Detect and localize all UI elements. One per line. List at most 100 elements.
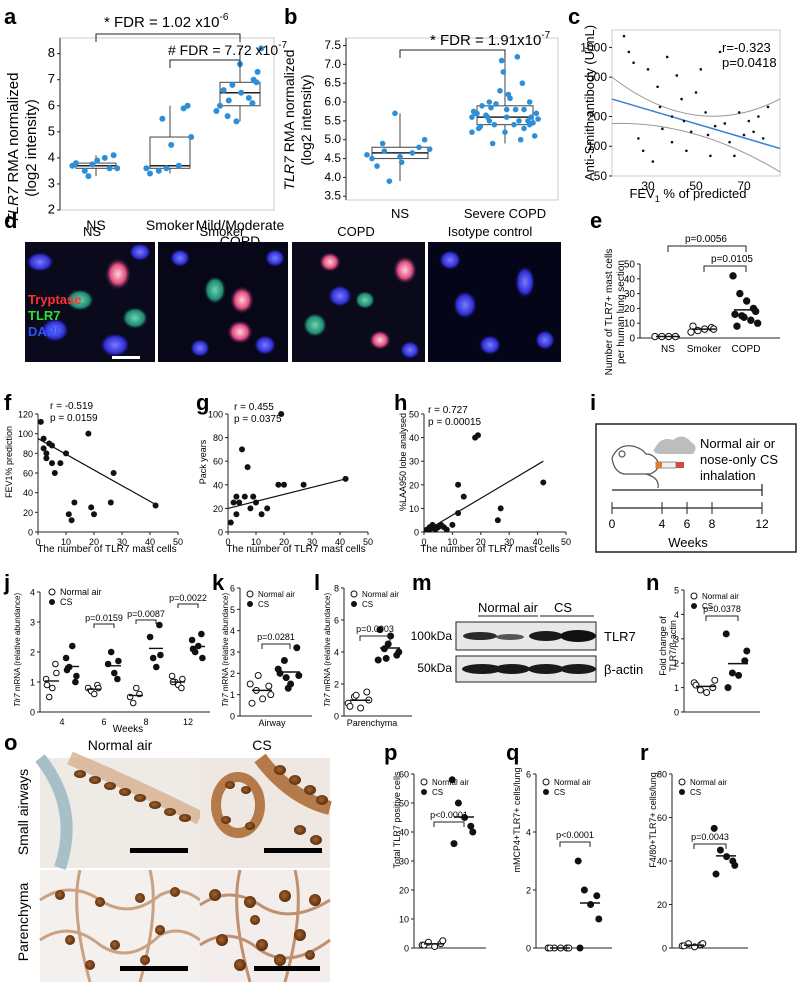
panel-j-point	[69, 642, 76, 650]
panel-b-point	[364, 151, 370, 158]
panel-e-y-tick-label: 30	[624, 289, 636, 300]
panel-e-cat-label: COPD	[732, 344, 761, 355]
panel-k-y-tick-label: 1	[230, 690, 235, 700]
panel-g-point	[236, 499, 243, 506]
panel-i-ticks: 0 4 6 8 12	[609, 502, 769, 531]
panel-l-xlabel: Parenchyma	[347, 718, 398, 728]
panel-f-y-tick-label: 80	[23, 449, 33, 459]
panel-b-y-tick-label: 4.5	[324, 151, 341, 165]
panel-f-point	[68, 517, 75, 524]
panel-c-xlabel: FEV1 % of predicted	[629, 186, 746, 204]
panel-g-y-tick-label: 40	[213, 480, 223, 490]
panel-b-point	[502, 129, 508, 135]
panel-g-point	[281, 481, 287, 488]
panel-q: q mMCP4+TLR7+ cells/lung 0 2 4 6 Normal airC…	[506, 740, 612, 954]
panel-n-legend-normal: Normal air	[702, 592, 739, 601]
panel-a-point	[155, 167, 162, 174]
panel-q-y-tick-label: 2	[526, 886, 531, 896]
if-legend-tryptase: Tryptase	[28, 292, 81, 307]
panel-k-legend-cs: CS	[258, 600, 269, 609]
panel-a-point	[249, 100, 256, 107]
panel-c-y-tick-label: 100	[587, 139, 607, 153]
panel-f-point	[63, 450, 69, 457]
panel-b-point	[386, 178, 393, 184]
panel-b-point	[398, 159, 405, 166]
panel-a-bracket-2	[169, 59, 241, 68]
if-image-copd	[292, 242, 425, 362]
panel-a-point	[188, 134, 195, 141]
panel-b-ylabel-2: (log2 intensity)	[298, 74, 314, 165]
panel-g-point	[342, 475, 349, 482]
panel-i-tick-label: 12	[755, 517, 769, 531]
panel-b-point	[517, 136, 524, 143]
panel-p-y-tick-label: 30	[399, 857, 409, 867]
panel-g: g Pack years 0 20 40 60 80 100 0 10 20 30 40 50 r =…	[196, 390, 373, 555]
panel-h-point	[494, 517, 501, 524]
panel-q-legend-cs-marker	[543, 789, 549, 795]
panel-j-point	[53, 669, 60, 677]
panel-r-legend-normal-marker	[678, 778, 686, 786]
panel-h-point	[455, 510, 462, 517]
if-image-ns	[25, 242, 155, 362]
panel-k-point	[246, 680, 254, 688]
panel-b-point	[486, 99, 493, 105]
mouse-icon	[611, 445, 659, 489]
panel-b-y-tick-label: 5.0	[324, 132, 341, 146]
panel-g-x-tick-label: 30	[307, 537, 317, 547]
panel-j-point	[199, 654, 206, 662]
panel-f-x-tick-label: 0	[35, 537, 40, 547]
panel-f-point	[65, 511, 72, 518]
panel-i-xlabel: Weeks	[668, 535, 708, 550]
panel-l-ylabel: Tlr7 mRNA (relative abundance)	[323, 593, 332, 708]
panel-n-y-tick-label: 2	[674, 659, 679, 669]
panel-c-point	[752, 130, 755, 134]
panel-l-y-tick-label: 6	[334, 616, 339, 626]
panel-c-point	[682, 119, 686, 123]
panel-c-point	[694, 91, 698, 94]
panel-j-pvalue: p=0.0087	[127, 609, 165, 619]
panel-f-x-tick-label: 10	[61, 537, 71, 547]
panel-i-tick-label: 0	[609, 517, 616, 531]
panel-r-y-tick-label: 60	[657, 813, 667, 823]
panel-g-point	[278, 411, 285, 417]
panel-l-point	[357, 704, 365, 712]
panel-n-point	[692, 681, 700, 689]
panel-c-point	[656, 85, 659, 89]
panel-b-y-tick-label: 6.5	[324, 76, 341, 90]
panel-a-cat-smoker: Smoker	[146, 217, 195, 233]
panel-j-point	[72, 678, 79, 686]
panel-q-bracket	[559, 841, 591, 847]
panel-l-y-tick-label: 0	[334, 712, 339, 722]
panel-b-point	[491, 121, 498, 128]
panel-c-point	[699, 68, 703, 71]
panel-p-y-tick-label: 60	[399, 770, 409, 780]
panel-c-point	[622, 34, 626, 38]
panel-r-y-tick-label: 20	[657, 900, 667, 910]
panel-r: r F4/80+TLR7+ cells/lung 0 20 40 60 80 Normal…	[640, 740, 748, 954]
panel-c-point	[670, 115, 674, 118]
panel-k-legend-normal-marker	[246, 590, 254, 598]
panel-n-point	[711, 676, 719, 684]
panel-c-point	[675, 74, 679, 77]
panel-b-point	[516, 118, 522, 124]
panel-f-x-tick-label: 50	[173, 537, 183, 547]
panel-b-stat1: * FDR = 1.91x10-7	[430, 30, 551, 49]
panel-i-label1: Normal air or	[700, 436, 776, 451]
panel-c-point	[706, 133, 710, 137]
panel-b-y-tick-label: 7.5	[324, 38, 341, 52]
panel-g-y-tick-label: 20	[213, 504, 223, 514]
panel-b-point	[498, 57, 505, 64]
panel-q-y-tick-label: 4	[526, 828, 531, 838]
panel-b-bracket	[399, 49, 506, 58]
panel-c-p: p=0.0418	[722, 55, 777, 70]
panel-o-col2: CS	[252, 737, 271, 753]
panel-i-tick-label: 6	[684, 517, 691, 531]
panel-a-stat2: # FDR = 7.72 x10-7	[168, 40, 287, 58]
panel-l-bracket	[359, 635, 391, 641]
panel-h-point	[460, 493, 467, 500]
panel-k: k Tlr7 mRNA (relative abundance) 0 1 2 3 4 5 6…	[212, 570, 312, 728]
western-blot-tlr7	[455, 621, 597, 651]
panel-c-y-tick-label: 200	[587, 109, 607, 123]
panel-r-pvalue: p=0.0043	[691, 832, 729, 842]
